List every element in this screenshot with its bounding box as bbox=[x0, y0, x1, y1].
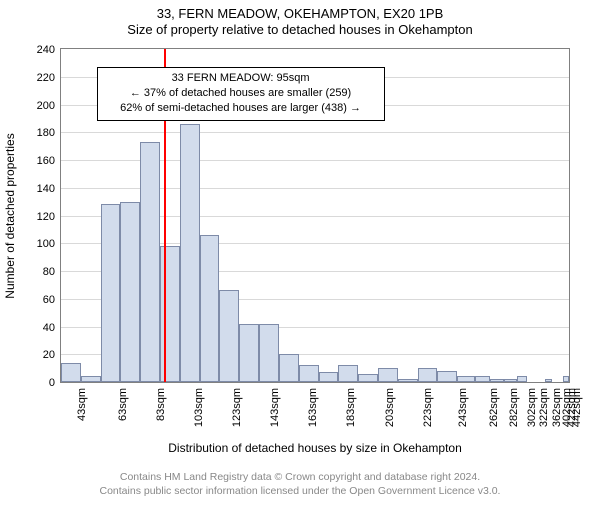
x-tick-label: 83sqm bbox=[151, 388, 167, 438]
x-tick-label: 103sqm bbox=[189, 388, 205, 438]
y-tick-label: 180 bbox=[37, 127, 61, 139]
annotation-line: ← 37% of detached houses are smaller (25… bbox=[104, 86, 378, 101]
histogram-bar bbox=[545, 379, 552, 382]
histogram-bar bbox=[358, 374, 378, 382]
chart-titles: 33, FERN MEADOW, OKEHAMPTON, EX20 1PB Si… bbox=[0, 6, 600, 39]
histogram-bar bbox=[457, 376, 475, 382]
x-tick-label: 262sqm bbox=[484, 388, 500, 438]
histogram-bar bbox=[81, 376, 101, 382]
histogram-bar bbox=[517, 376, 527, 382]
histogram-bar bbox=[140, 142, 160, 382]
x-tick-label: 123sqm bbox=[227, 388, 243, 438]
histogram-bar bbox=[398, 379, 418, 382]
y-axis-label: Number of detached properties bbox=[3, 133, 17, 298]
histogram-bar bbox=[101, 204, 121, 382]
y-tick-label: 80 bbox=[43, 266, 61, 278]
footer-attribution: Contains HM Land Registry data © Crown c… bbox=[0, 470, 600, 498]
gridline bbox=[61, 160, 569, 161]
histogram-bar bbox=[490, 379, 504, 382]
x-tick-label: 282sqm bbox=[504, 388, 520, 438]
y-tick-label: 220 bbox=[37, 72, 61, 84]
y-tick-label: 20 bbox=[43, 349, 61, 361]
histogram-bar bbox=[279, 354, 299, 382]
histogram-bar bbox=[120, 202, 140, 382]
plot-area: 02040608010012014016018020022024043sqm63… bbox=[60, 48, 570, 383]
histogram-bar bbox=[475, 376, 490, 382]
gridline bbox=[61, 188, 569, 189]
histogram-bar bbox=[338, 365, 358, 382]
histogram-bar bbox=[437, 371, 457, 382]
histogram-bar bbox=[504, 379, 517, 382]
title-address: 33, FERN MEADOW, OKEHAMPTON, EX20 1PB bbox=[0, 6, 600, 22]
x-tick-label: 163sqm bbox=[303, 388, 319, 438]
histogram-bar bbox=[219, 290, 239, 382]
x-tick-label: 183sqm bbox=[341, 388, 357, 438]
x-tick-label: 243sqm bbox=[453, 388, 469, 438]
histogram-bar bbox=[180, 124, 200, 382]
y-tick-label: 120 bbox=[37, 211, 61, 223]
annotation-line: 62% of semi-detached houses are larger (… bbox=[104, 101, 378, 116]
gridline bbox=[61, 132, 569, 133]
x-axis-label: Distribution of detached houses by size … bbox=[168, 441, 462, 455]
annotation-line: 33 FERN MEADOW: 95sqm bbox=[104, 71, 378, 86]
footer-line-2: Contains public sector information licen… bbox=[0, 484, 600, 498]
footer-line-1: Contains HM Land Registry data © Crown c… bbox=[0, 470, 600, 484]
y-tick-label: 100 bbox=[37, 238, 61, 250]
y-tick-label: 160 bbox=[37, 155, 61, 167]
title-subtitle: Size of property relative to detached ho… bbox=[0, 22, 600, 38]
histogram-bar bbox=[239, 324, 259, 382]
x-tick-label: 203sqm bbox=[380, 388, 396, 438]
histogram-bar bbox=[378, 368, 398, 382]
y-tick-label: 240 bbox=[37, 44, 61, 56]
x-tick-label: 223sqm bbox=[418, 388, 434, 438]
histogram-bar bbox=[418, 368, 438, 382]
y-tick-label: 40 bbox=[43, 322, 61, 334]
histogram-bar bbox=[299, 365, 319, 382]
x-tick-label: 143sqm bbox=[265, 388, 281, 438]
histogram-bar bbox=[563, 376, 569, 382]
y-tick-label: 200 bbox=[37, 100, 61, 112]
histogram-bar bbox=[61, 363, 81, 382]
x-tick-label: 442sqm bbox=[567, 388, 583, 438]
histogram-bar bbox=[319, 372, 339, 382]
y-tick-label: 140 bbox=[37, 183, 61, 195]
histogram-bar bbox=[200, 235, 220, 382]
x-tick-label: 43sqm bbox=[72, 388, 88, 438]
histogram-bar bbox=[259, 324, 279, 382]
y-tick-label: 0 bbox=[49, 377, 61, 389]
x-tick-label: 63sqm bbox=[113, 388, 129, 438]
annotation-box: 33 FERN MEADOW: 95sqm← 37% of detached h… bbox=[97, 67, 385, 121]
y-tick-label: 60 bbox=[43, 294, 61, 306]
